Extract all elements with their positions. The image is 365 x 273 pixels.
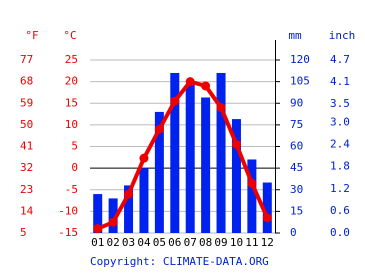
y-tick-label: 10 [65, 118, 78, 131]
bar [139, 168, 149, 233]
axis-unit: mm [288, 29, 302, 42]
temperature-point [170, 96, 180, 106]
bar [108, 198, 118, 233]
x-tick-label: 05 [153, 236, 166, 249]
temperature-point [154, 124, 164, 134]
x-tick-label: 07 [184, 236, 197, 249]
axis-unit: inch [329, 29, 356, 42]
bar [216, 72, 226, 233]
y-tick-label: 5 [71, 140, 78, 153]
y-tick-label: 0 [71, 161, 78, 174]
y4-tick-label: 3.5 [330, 97, 350, 110]
y4-tick-label: 0.0 [330, 226, 350, 239]
y-tick-label: -5 [65, 183, 78, 196]
y3-tick-label: 32 [20, 161, 33, 174]
y2-tick-label: 105 [290, 75, 310, 88]
bar [154, 111, 164, 233]
x-tick-label: 08 [199, 236, 212, 249]
y4-tick-label: 1.8 [330, 160, 350, 173]
temperature-point [247, 178, 257, 188]
y-tick-label: -15 [58, 226, 78, 239]
x-tick-label: 01 [91, 236, 104, 249]
y3-tick-label: 41 [20, 140, 33, 153]
y4-tick-label: 3.0 [330, 116, 350, 129]
copyright: Copyright: CLIMATE-DATA.ORG [90, 255, 269, 268]
y4-tick-label: 4.1 [330, 75, 350, 88]
temperature-point [124, 189, 134, 199]
bar [170, 72, 180, 233]
y2-tick-label: 75 [290, 118, 303, 131]
x-tick-label: 06 [168, 236, 181, 249]
temperature-point [93, 224, 103, 234]
axis-unit: °C [63, 29, 76, 42]
bar [262, 182, 272, 233]
y2-tick-label: 60 [290, 140, 303, 153]
y4-tick-label: 4.7 [330, 53, 350, 66]
y-tick-label: 25 [65, 53, 78, 66]
temperature-line [96, 79, 270, 231]
bar [247, 159, 257, 233]
x-tick-label: 03 [122, 236, 135, 249]
bar [93, 194, 103, 233]
y3-tick-label: 68 [20, 75, 33, 88]
temperature-point [185, 77, 195, 87]
y3-tick-label: 23 [20, 183, 33, 196]
y4-tick-label: 0.6 [330, 204, 350, 217]
y-tick-label: 15 [65, 96, 78, 109]
y3-tick-label: 5 [20, 226, 27, 239]
bar [201, 97, 211, 233]
y2-tick-label: 45 [290, 161, 303, 174]
temperature-point [139, 153, 149, 163]
temperature-point [108, 217, 118, 227]
x-tick-label: 02 [107, 236, 120, 249]
bar [185, 84, 195, 233]
temperature-point [216, 103, 226, 113]
y-tick-label: 20 [65, 75, 78, 88]
bar [231, 119, 241, 233]
x-tick-label: 11 [245, 236, 258, 249]
y2-tick-label: 30 [290, 183, 303, 196]
y2-tick-label: 15 [290, 204, 303, 217]
y2-tick-label: 0 [290, 226, 297, 239]
temperature-point [201, 81, 211, 91]
x-tick-label: 10 [230, 236, 243, 249]
x-tick-label: 12 [261, 236, 274, 249]
temperature-point [262, 213, 272, 223]
y3-tick-label: 77 [20, 53, 33, 66]
axis-unit: °F [25, 29, 38, 42]
y2-tick-label: 90 [290, 96, 303, 109]
y3-tick-label: 14 [20, 204, 34, 217]
y-tick-label: -10 [58, 204, 78, 217]
bar [124, 185, 134, 233]
x-tick-label: 09 [214, 236, 227, 249]
y2-tick-label: 120 [290, 53, 310, 66]
x-tick-label: 04 [137, 236, 151, 249]
y3-tick-label: 59 [20, 96, 33, 109]
y4-tick-label: 1.2 [330, 182, 350, 195]
y4-tick-label: 2.4 [330, 138, 350, 151]
y3-tick-label: 50 [20, 118, 33, 131]
temperature-point [231, 139, 241, 149]
